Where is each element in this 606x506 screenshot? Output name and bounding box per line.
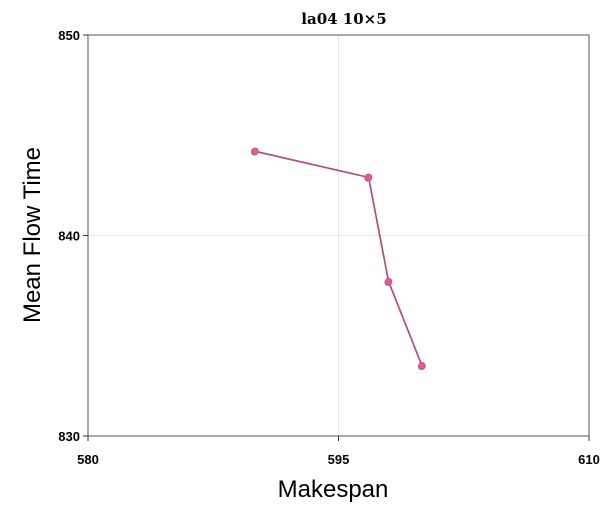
y-axis-label: Mean Flow Time bbox=[19, 147, 46, 323]
axis-ticks: 580 595 610 830 840 850 bbox=[58, 28, 600, 467]
data-point bbox=[384, 277, 393, 286]
series-line-1 bbox=[254, 150, 423, 367]
y-tick-label: 830 bbox=[58, 429, 80, 444]
chart-title: la04 10×5 bbox=[301, 10, 386, 28]
grid bbox=[88, 35, 589, 436]
x-axis-label: Makespan bbox=[278, 476, 389, 503]
x-tick-label: 610 bbox=[578, 452, 600, 467]
x-tick-label: 595 bbox=[328, 452, 350, 467]
data-point bbox=[364, 173, 373, 182]
series-lines bbox=[254, 150, 423, 367]
y-tick-label: 850 bbox=[58, 28, 80, 43]
data-point bbox=[251, 147, 259, 155]
data-point bbox=[418, 362, 426, 370]
x-tick-label: 580 bbox=[77, 452, 99, 467]
series-markers bbox=[250, 147, 426, 371]
y-tick-label: 840 bbox=[58, 229, 80, 244]
